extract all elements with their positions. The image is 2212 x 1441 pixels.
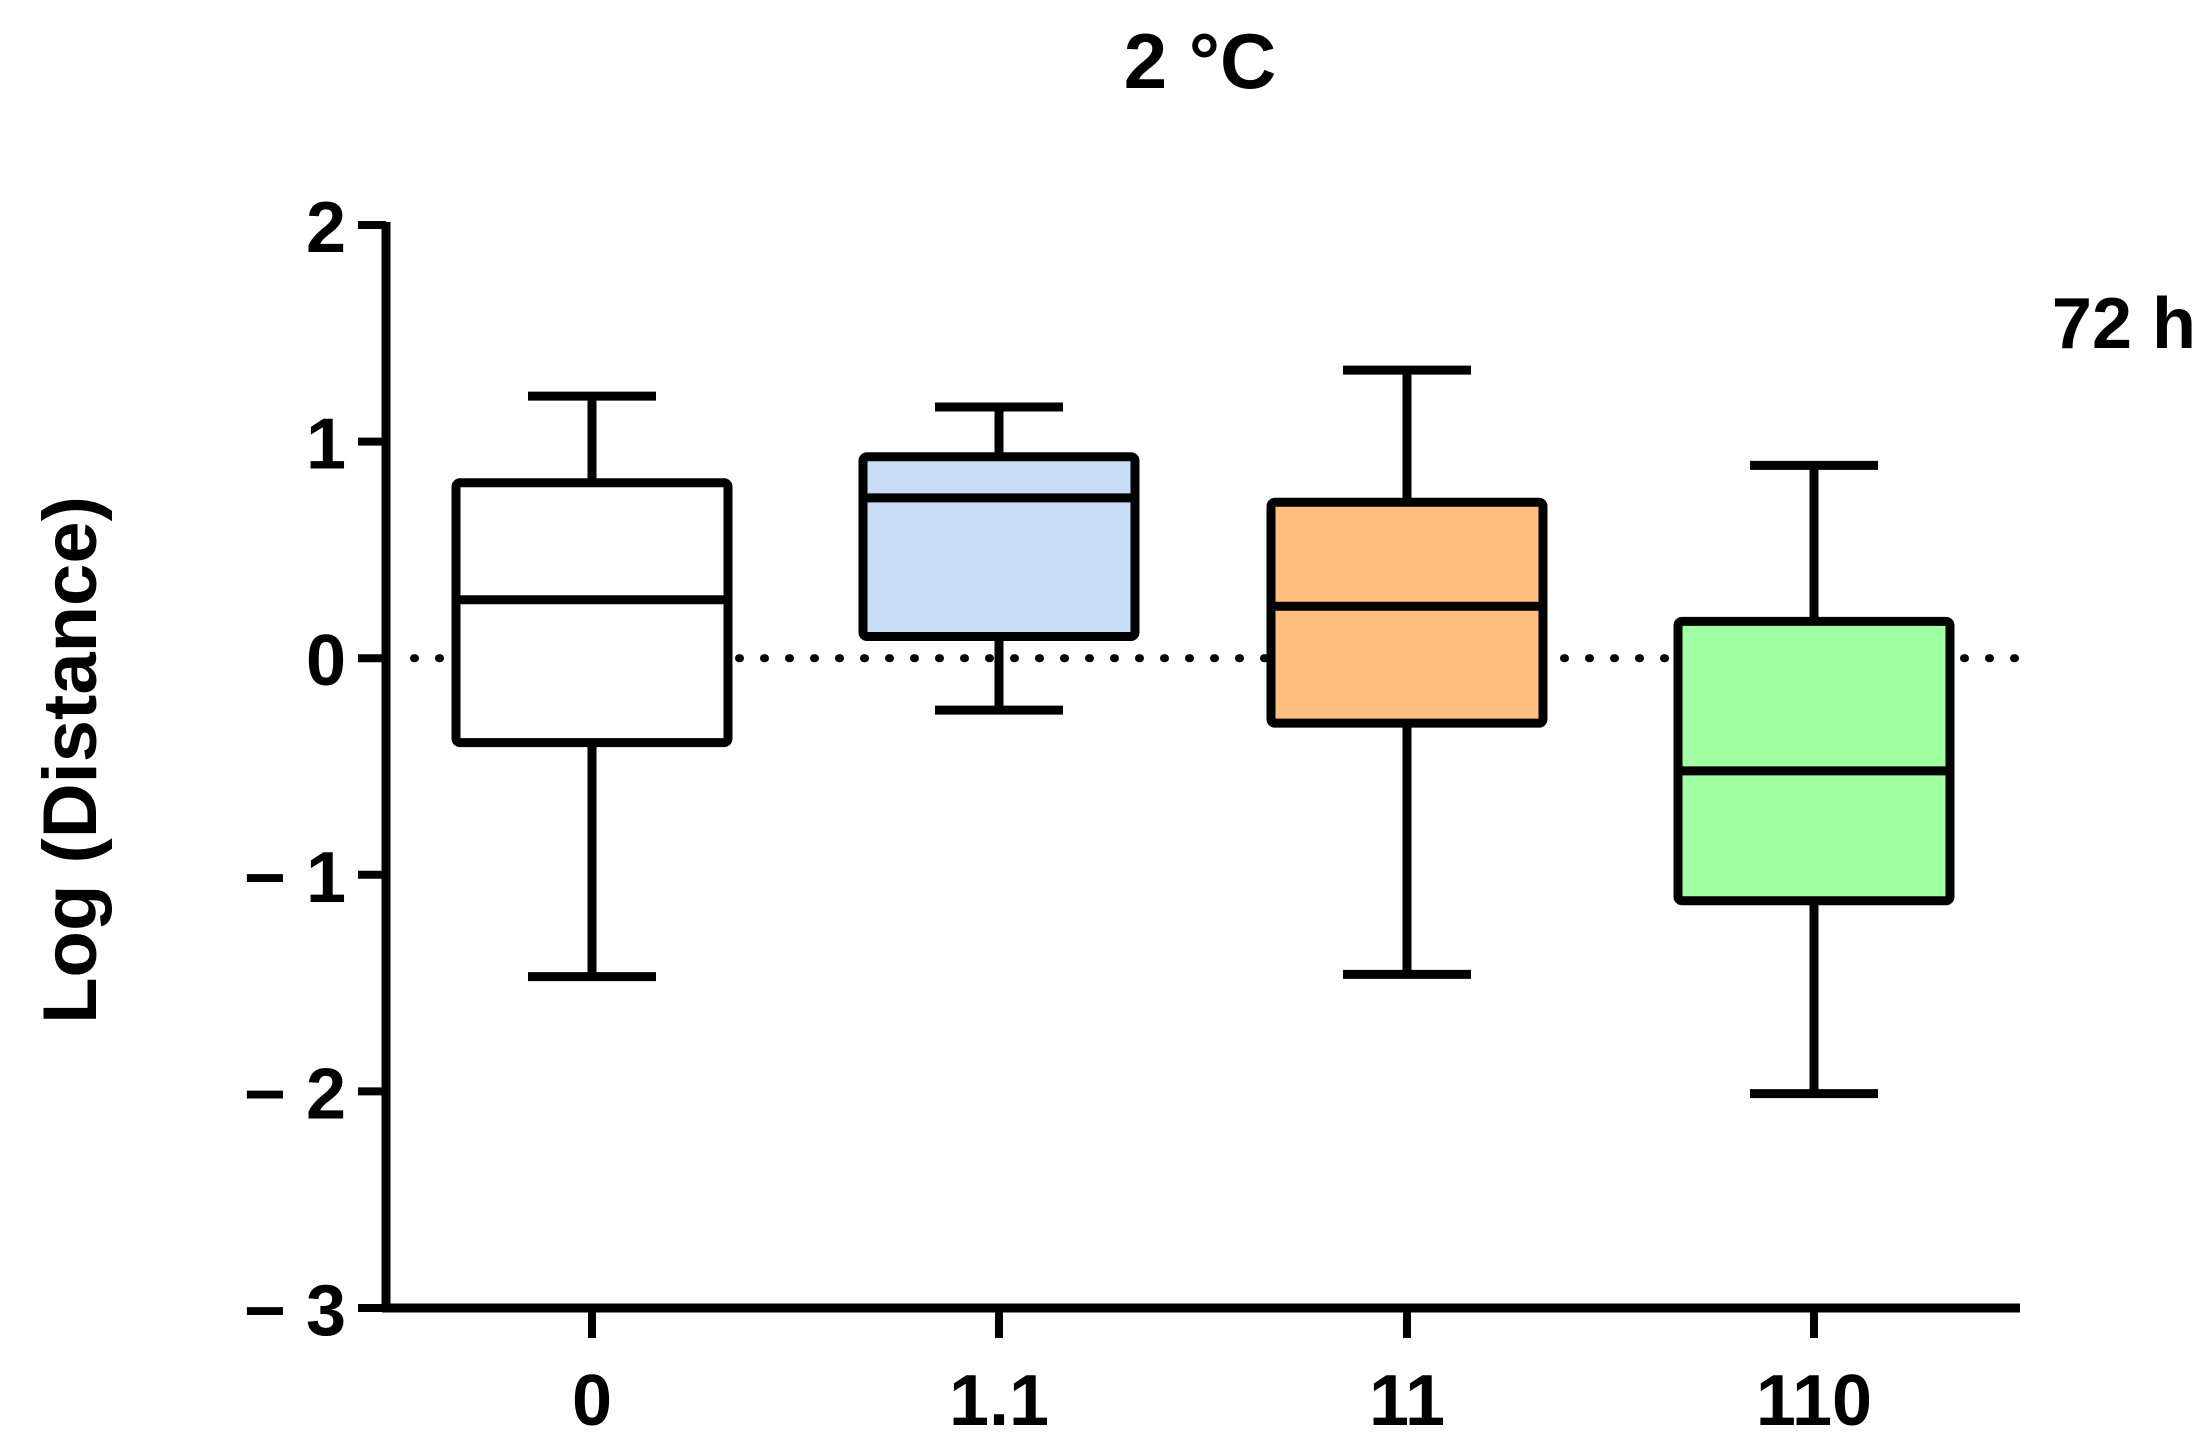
y-tick-label: − 1 — [244, 838, 346, 918]
x-tick-label: 11 — [1369, 1361, 1445, 1441]
box-group-11 — [1266, 365, 1548, 979]
x-tick-label: 110 — [1756, 1361, 1872, 1441]
time-annotation: 72 h — [2052, 284, 2196, 364]
iqr-box — [451, 478, 733, 748]
box-group-0 — [451, 391, 733, 982]
box-group-110 — [1673, 460, 1955, 1099]
chart-title: 2 °C — [1124, 17, 1277, 105]
y-tick-label: − 3 — [244, 1271, 346, 1351]
x-tick-label: 0 — [572, 1361, 612, 1441]
boxes-layer — [451, 365, 1955, 1099]
y-tick-label: 2 — [306, 188, 346, 268]
box-group-1.1 — [858, 402, 1140, 715]
axes-layer — [381, 222, 2020, 1313]
ticks-layer: 2 1 0 − 1 − 2 − 3 0 1.1 11 110 — [244, 188, 1872, 1441]
x-tick-label: 1.1 — [949, 1361, 1049, 1441]
iqr-box — [858, 452, 1140, 642]
iqr-box — [1673, 616, 1955, 906]
y-tick-label: − 2 — [244, 1054, 346, 1134]
y-tick-label: 1 — [306, 405, 346, 485]
y-tick-label: 0 — [306, 621, 346, 701]
iqr-box — [1266, 497, 1548, 728]
y-axis-label: Log (Distance) — [28, 496, 113, 1024]
